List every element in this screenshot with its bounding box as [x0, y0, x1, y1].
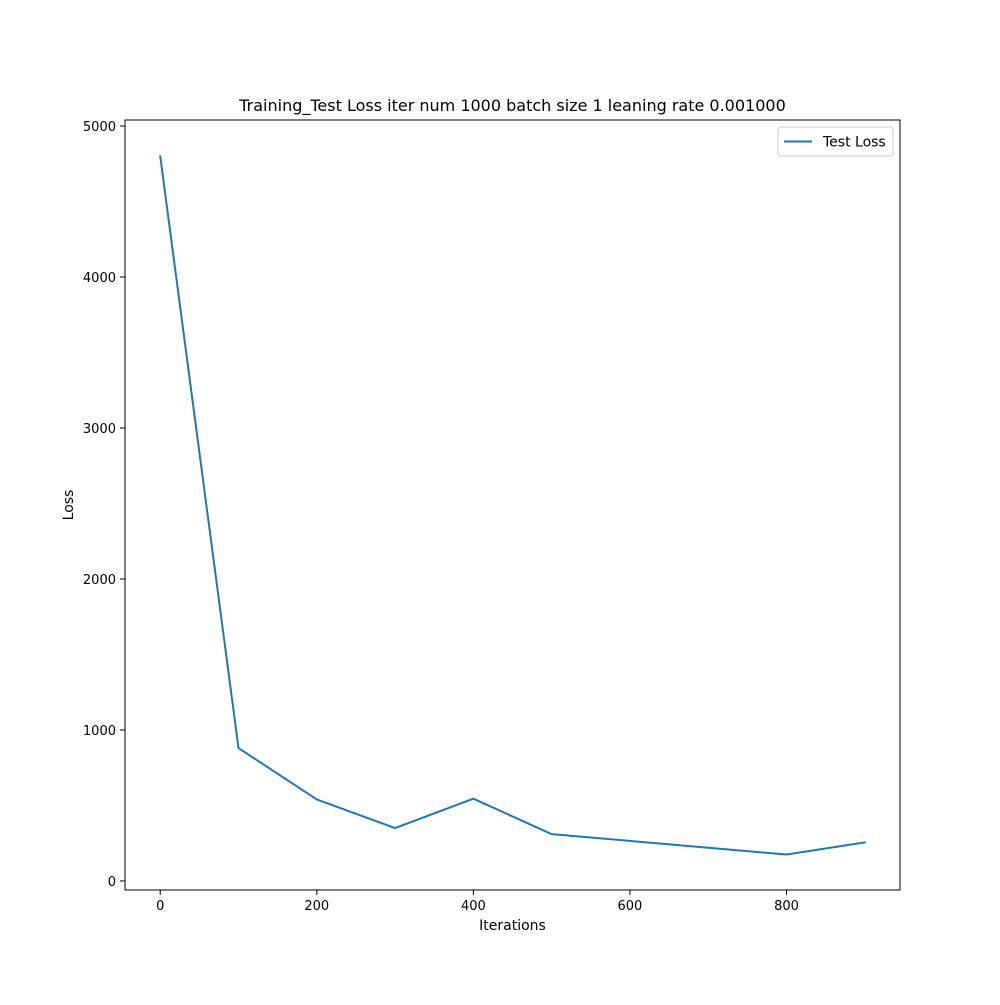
x-tick-label: 200	[304, 899, 329, 914]
y-axis-label: Loss	[61, 490, 77, 521]
chart-title: Training_Test Loss iter num 1000 batch s…	[238, 96, 786, 116]
y-tick-label: 4000	[83, 271, 116, 286]
x-axis-label: Iterations	[479, 918, 546, 934]
x-tick-label: 800	[774, 899, 799, 914]
x-tick-label: 0	[156, 899, 164, 914]
series-line-test-loss	[159, 155, 866, 856]
y-tick-label: 0	[108, 875, 116, 890]
axes-frame	[124, 119, 901, 891]
legend-label: Test Loss	[822, 135, 886, 151]
legend-box	[777, 126, 894, 157]
y-tick-label: 2000	[83, 573, 116, 588]
y-axis: 0 1000 2000 3000 4000 5000	[83, 120, 125, 890]
plot-area	[159, 155, 866, 856]
y-tick-label: 5000	[83, 120, 116, 135]
x-axis: 0 200 400 600 800	[156, 890, 799, 914]
y-tick-label: 1000	[83, 724, 116, 739]
y-tick-label: 3000	[83, 422, 116, 437]
legend: Test Loss	[777, 126, 894, 157]
x-tick-label: 600	[618, 899, 643, 914]
x-tick-label: 400	[461, 899, 486, 914]
